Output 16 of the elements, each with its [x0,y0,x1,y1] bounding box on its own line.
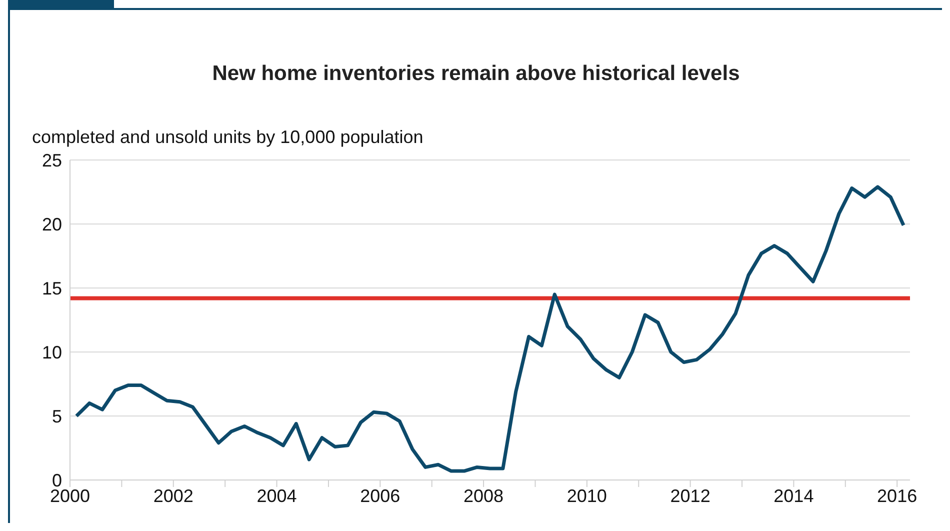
x-tick-label: 2004 [256,486,297,506]
y-tick-label: 20 [42,214,62,234]
line-series [74,185,906,473]
y-axis-title: completed and unsold units by 10,000 population [32,127,424,148]
y-tick-label: 15 [42,278,62,298]
x-tick-label: 2014 [774,486,814,506]
x-tick-label: 2010 [566,486,607,506]
x-tick-label: 2012 [670,486,710,506]
chart-title: New home inventories remain above historical levels [211,62,741,86]
y-tick-label: 10 [42,342,62,362]
x-tick-label: 2002 [153,486,194,506]
x-tick-label: 2006 [360,486,400,506]
y-tick-label: 5 [52,406,62,426]
y-tick-label: 25 [42,150,62,170]
x-tick-label: 2008 [464,486,504,506]
x-tick-label: 2016 [877,486,918,506]
